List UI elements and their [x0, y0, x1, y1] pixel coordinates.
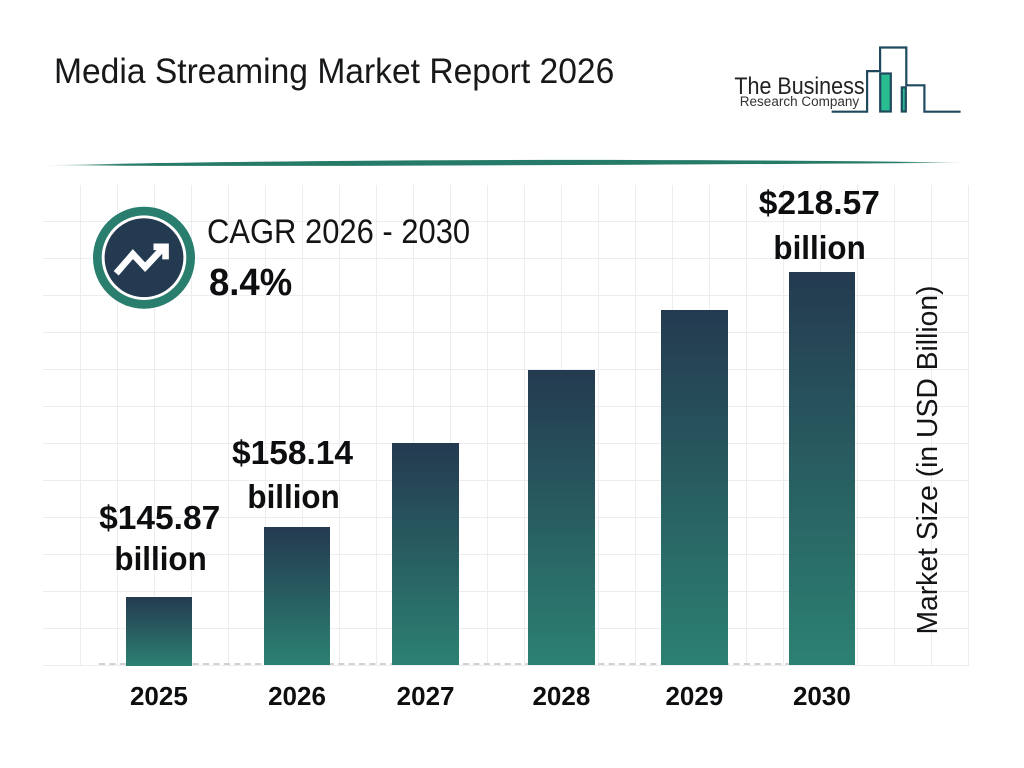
- svg-text:Research Company: Research Company: [740, 94, 860, 109]
- svg-text:The Business: The Business: [734, 72, 864, 99]
